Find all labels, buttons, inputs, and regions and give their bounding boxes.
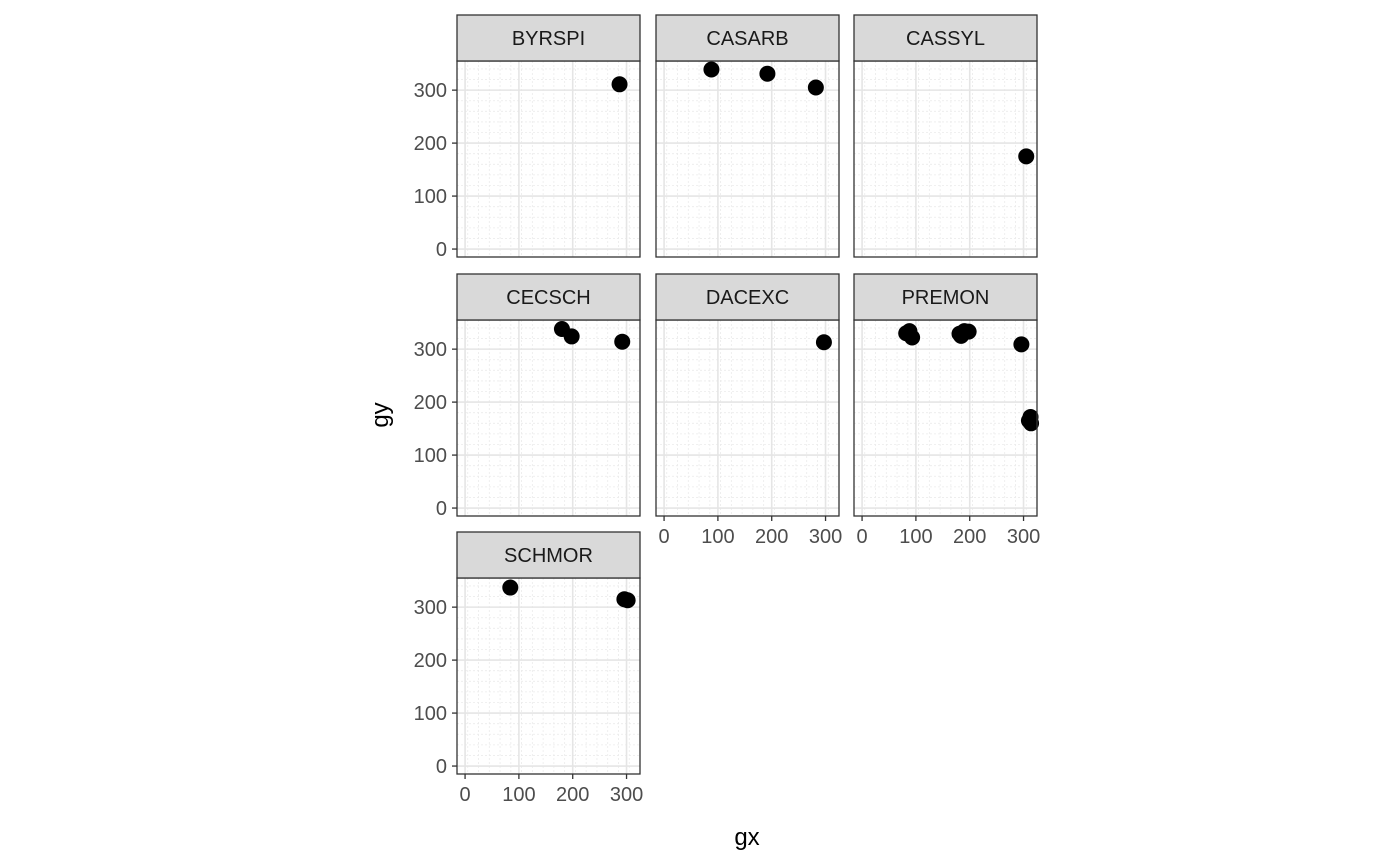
data-point — [1013, 336, 1030, 353]
data-point — [1018, 148, 1035, 165]
panel-background — [656, 320, 839, 516]
facet-strip — [456, 273, 641, 321]
facet-panel-cecsch: CECSCH 0 100 200 300 — [414, 273, 641, 520]
facet-label: CECSCH — [506, 287, 590, 309]
data-point — [619, 592, 636, 609]
y-tick-label: 0 — [436, 756, 447, 778]
data-point — [614, 333, 631, 350]
data-point — [904, 329, 921, 346]
facet-strip — [853, 273, 1038, 321]
y-tick-label: 100 — [414, 186, 447, 208]
facet-strip — [655, 273, 840, 321]
x-tick-label: 0 — [857, 526, 868, 548]
x-tick-label: 100 — [701, 526, 734, 548]
x-tick-label: 0 — [659, 526, 670, 548]
y-tick-label: 200 — [414, 650, 447, 672]
panel-background — [854, 61, 1037, 257]
y-tick-label: 100 — [414, 445, 447, 467]
x-tick-label: 0 — [460, 784, 471, 806]
y-tick-label: 200 — [414, 392, 447, 414]
panel-background — [656, 61, 839, 257]
x-tick-label: 200 — [953, 526, 986, 548]
y-tick-label: 200 — [414, 133, 447, 155]
facet-strip — [456, 14, 641, 62]
y-tick-label: 0 — [436, 239, 447, 261]
panel-background — [457, 578, 640, 774]
facet-strip — [655, 14, 840, 62]
facet-panel-cassyl: CASSYL — [853, 14, 1038, 258]
facet-panel-premon: PREMON 0 100 200 300 — [853, 273, 1040, 548]
facet-label: CASARB — [706, 28, 788, 50]
facet-panel-casarb: CASARB — [655, 14, 840, 258]
x-tick-label: 300 — [809, 526, 842, 548]
y-axis-title: gy — [367, 402, 394, 427]
data-point — [611, 76, 628, 93]
x-tick-label: 100 — [502, 784, 535, 806]
facet-label: SCHMOR — [504, 545, 593, 567]
y-tick-label: 300 — [414, 597, 447, 619]
data-point — [807, 79, 824, 96]
facet-panel-schmor: SCHMOR 0 100 200 300 0 100 200 300 — [414, 531, 643, 806]
x-tick-label: 100 — [899, 526, 932, 548]
facet-panel-byrspi: BYRSPI 0 100 200 300 — [414, 14, 641, 261]
facet-strip — [456, 531, 641, 579]
facet-label: BYRSPI — [512, 28, 585, 50]
panel-background — [854, 320, 1037, 516]
panel-background — [457, 61, 640, 257]
data-point — [563, 328, 580, 345]
y-tick-label: 0 — [436, 498, 447, 520]
x-tick-label: 300 — [610, 784, 643, 806]
panel-background — [457, 320, 640, 516]
x-tick-label: 200 — [755, 526, 788, 548]
x-tick-label: 300 — [1007, 526, 1040, 548]
facet-label: PREMON — [902, 287, 990, 309]
data-point — [703, 61, 720, 78]
facet-strip — [853, 14, 1038, 62]
y-tick-label: 300 — [414, 339, 447, 361]
data-point — [759, 65, 776, 82]
data-point — [1023, 415, 1040, 432]
x-tick-label: 200 — [556, 784, 589, 806]
data-point — [960, 323, 977, 340]
facet-label: DACEXC — [706, 287, 789, 309]
data-point — [502, 579, 519, 596]
data-point — [815, 334, 832, 351]
facet-label: CASSYL — [906, 28, 985, 50]
y-tick-label: 300 — [414, 80, 447, 102]
y-tick-label: 100 — [414, 703, 447, 725]
x-axis-title: gx — [734, 824, 759, 851]
facet-panels: BYRSPI 0 100 200 300 CASARB CASSYL CECSCH 0 100 20… — [414, 14, 1040, 806]
facet-panel-dacexc: DACEXC 0 100 200 300 — [655, 273, 842, 548]
